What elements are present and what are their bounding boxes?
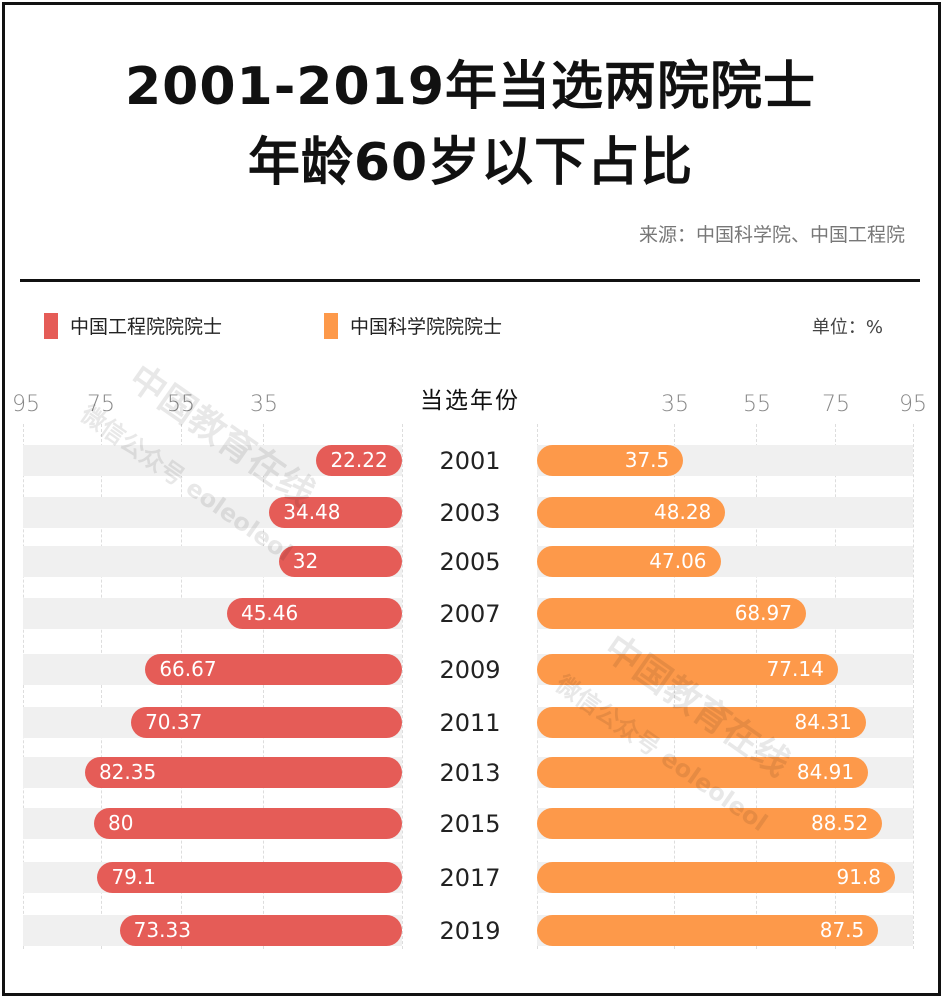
gridline bbox=[263, 424, 264, 949]
tick-label: 55 bbox=[167, 392, 195, 417]
year-label: 2001 bbox=[439, 447, 501, 475]
bar-engineering: 22.22 bbox=[316, 445, 402, 476]
gridline bbox=[537, 424, 538, 949]
header-divider bbox=[20, 279, 920, 282]
tick-label: 95 bbox=[12, 392, 40, 417]
unit-label: 单位：% bbox=[811, 317, 883, 338]
year-label: 2007 bbox=[439, 600, 501, 628]
legend-item-science: 中国科学院院院士 bbox=[324, 312, 502, 339]
tick-label: 75 bbox=[822, 392, 850, 417]
bar-engineering: 70.37 bbox=[131, 707, 402, 738]
bar-engineering: 79.1 bbox=[97, 862, 402, 893]
gridline bbox=[756, 424, 757, 949]
gridline bbox=[23, 424, 24, 949]
bar-science: 37.5 bbox=[537, 445, 684, 476]
gridline bbox=[674, 424, 675, 949]
gridline bbox=[101, 424, 102, 949]
bar-engineering: 66.67 bbox=[145, 654, 402, 685]
gridline bbox=[913, 424, 914, 949]
bar-engineering: 34.48 bbox=[269, 497, 402, 528]
gridline bbox=[181, 424, 182, 949]
bar-science: 88.52 bbox=[537, 808, 883, 839]
bar-science: 84.31 bbox=[537, 707, 866, 738]
bar-science: 77.14 bbox=[537, 654, 838, 685]
tick-label: 75 bbox=[87, 392, 115, 417]
year-label: 2017 bbox=[439, 864, 501, 892]
legend-swatch-red bbox=[44, 312, 58, 339]
year-label: 2005 bbox=[439, 548, 501, 576]
gridline bbox=[402, 424, 403, 949]
year-label: 2003 bbox=[439, 499, 501, 527]
bar-science: 91.8 bbox=[537, 862, 896, 893]
source-note: 来源：中国科学院、中国工程院 bbox=[638, 224, 905, 246]
bar-engineering: 82.35 bbox=[84, 757, 402, 788]
tick-label: 95 bbox=[899, 392, 927, 417]
year-label: 2011 bbox=[439, 709, 501, 737]
bar-science: 68.97 bbox=[537, 598, 806, 629]
tick-label: 35 bbox=[661, 392, 689, 417]
gridline bbox=[835, 424, 836, 949]
year-label: 2009 bbox=[439, 656, 501, 684]
chart-title-line2: 年龄60岁以下占比 bbox=[247, 133, 694, 193]
bar-engineering: 73.33 bbox=[119, 915, 402, 946]
legend-label: 中国科学院院院士 bbox=[350, 316, 503, 338]
axis-title-year: 当选年份 bbox=[420, 388, 520, 414]
year-label: 2015 bbox=[439, 810, 501, 838]
legend-label: 中国工程院院院士 bbox=[70, 316, 223, 338]
tick-label: 35 bbox=[250, 392, 278, 417]
bar-engineering: 45.46 bbox=[226, 598, 402, 629]
bar-science: 48.28 bbox=[537, 497, 726, 528]
tick-label: 55 bbox=[743, 392, 771, 417]
bar-engineering: 32 bbox=[278, 546, 402, 577]
legend-swatch-orange bbox=[324, 312, 338, 339]
legend-item-engineering: 中国工程院院院士 bbox=[44, 312, 222, 339]
bar-science: 87.5 bbox=[537, 915, 879, 946]
bar-science: 84.91 bbox=[537, 757, 869, 788]
bar-science: 47.06 bbox=[537, 546, 721, 577]
year-label: 2013 bbox=[439, 759, 501, 787]
chart-title-line1: 2001-2019年当选两院院士 bbox=[124, 57, 817, 117]
year-label: 2019 bbox=[439, 917, 501, 945]
bar-engineering: 80 bbox=[94, 808, 402, 839]
